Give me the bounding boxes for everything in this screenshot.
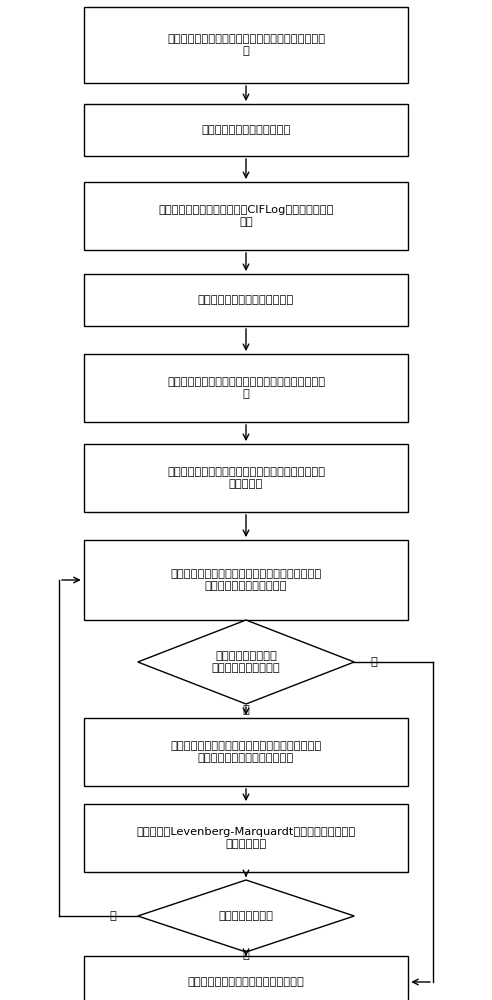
Text: 将实测阵列侧向测井资料输入CIFLog，进行井眼环境
校正: 将实测阵列侧向测井资料输入CIFLog，进行井眼环境 校正	[158, 205, 334, 227]
FancyBboxPatch shape	[84, 274, 408, 326]
FancyBboxPatch shape	[84, 354, 408, 422]
Text: 否: 否	[110, 911, 117, 921]
FancyBboxPatch shape	[84, 104, 408, 156]
Text: 确定最优各向异性电阻率以及侵入深度: 确定最优各向异性电阻率以及侵入深度	[187, 977, 305, 987]
Text: 判断实测资料与模拟
资料是否满足精度要求: 判断实测资料与模拟 资料是否满足精度要求	[212, 651, 280, 673]
Text: 根据储层先验信息，对待反演参数施加地质条件约
束：各向异性电阻率及侵入深度: 根据储层先验信息，对待反演参数施加地质条件约 束：各向异性电阻率及侵入深度	[170, 741, 322, 763]
Text: 否: 否	[243, 705, 249, 715]
FancyBboxPatch shape	[84, 7, 408, 83]
FancyBboxPatch shape	[84, 444, 408, 512]
FancyBboxPatch shape	[84, 540, 408, 620]
Polygon shape	[138, 880, 354, 952]
Text: 是否满足精度要求: 是否满足精度要求	[218, 911, 274, 921]
FancyBboxPatch shape	[84, 718, 408, 786]
Text: 采用正则化Levenberg-Marquardt算法对模型所有参数
进行迭代更新: 采用正则化Levenberg-Marquardt算法对模型所有参数 进行迭代更新	[136, 827, 356, 849]
Text: 基于三维有限元正演技术，对地层参数敏感性进行分
级: 基于三维有限元正演技术，对地层参数敏感性进行分 级	[167, 34, 325, 56]
Polygon shape	[138, 620, 354, 704]
FancyBboxPatch shape	[84, 956, 408, 1000]
Text: 基于参数敏感性等级划分和数据库，分级确定初始地
层模型参数: 基于参数敏感性等级划分和数据库，分级确定初始地 层模型参数	[167, 467, 325, 489]
Text: 获取区块地层相对倾角和高低侵信息，选择合适数据
库: 获取区块地层相对倾角和高低侵信息，选择合适数据 库	[167, 377, 325, 399]
Text: 是: 是	[243, 950, 249, 960]
Text: 对校正后视电阻率曲线进行分层: 对校正后视电阻率曲线进行分层	[198, 295, 294, 305]
Text: 是: 是	[370, 657, 377, 667]
FancyBboxPatch shape	[84, 804, 408, 872]
FancyBboxPatch shape	[84, 182, 408, 250]
Text: 构建阵列侧向测井响应数据库: 构建阵列侧向测井响应数据库	[201, 125, 291, 135]
Text: 反演模型初始化，将初始模型参数带入三维正演算
法，模拟阵列侧向测井响应: 反演模型初始化，将初始模型参数带入三维正演算 法，模拟阵列侧向测井响应	[170, 569, 322, 591]
